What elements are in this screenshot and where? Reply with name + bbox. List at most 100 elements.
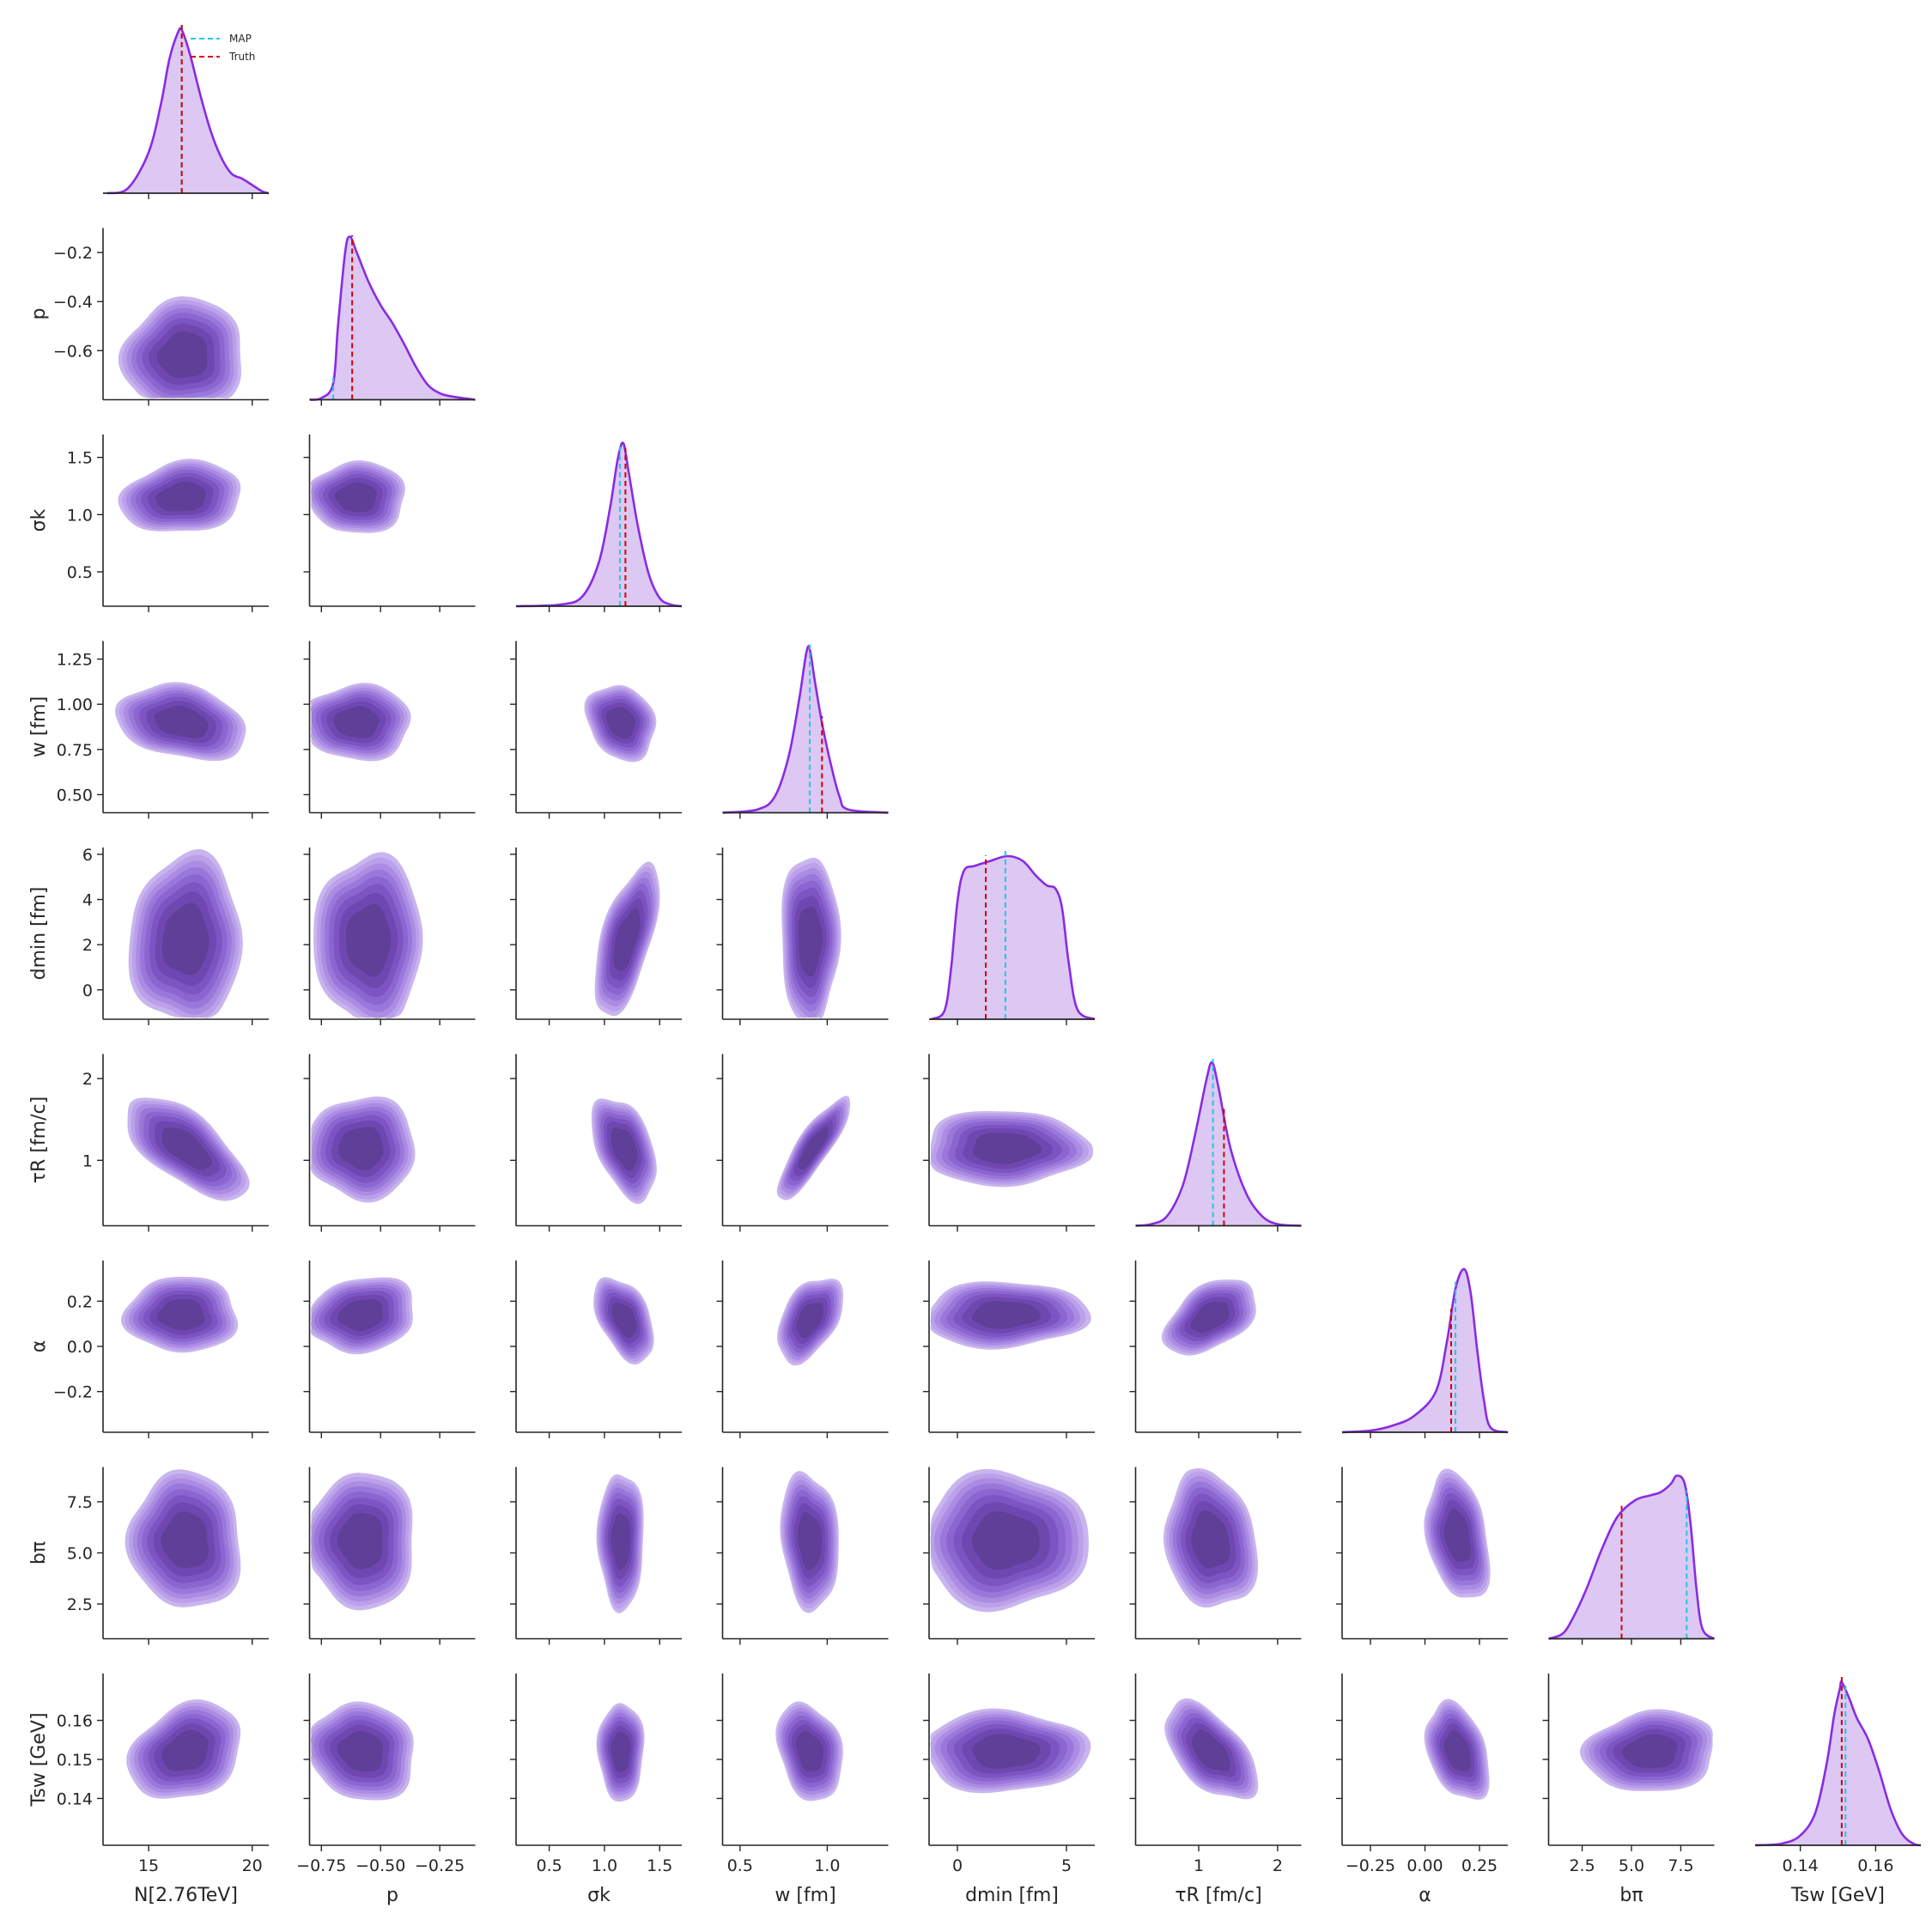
y-tick-label: 0.0 (67, 1338, 93, 1357)
y-tick-label: 1.00 (57, 696, 93, 714)
contour-level (161, 1729, 209, 1771)
kde-panel-param-3-vs-param-8 (775, 1701, 843, 1801)
contour-level (1191, 1510, 1230, 1569)
y-tick-label: 4 (82, 891, 93, 910)
axes-5-2 (510, 1054, 682, 1232)
kde-panel-param-7-vs-param-8 (1580, 1709, 1713, 1791)
axes-4-1 (303, 848, 476, 1025)
axes-8-7: 2.5 5.0 7.5 (1542, 1674, 1715, 1875)
y-tick-label: 7.5 (67, 1493, 93, 1512)
axes-7-7 (1548, 1637, 1715, 1645)
contour-level (796, 1303, 824, 1339)
axis-label-param-7: bπ (28, 1541, 50, 1564)
y-tick-label: −0.2 (53, 244, 93, 263)
y-tick-label: 2 (82, 936, 93, 955)
diagonal-panel-param-2 (515, 441, 683, 608)
axes-6-1 (303, 1261, 476, 1438)
axes-7-2 (510, 1467, 682, 1645)
density-fill (1342, 1268, 1508, 1432)
contour-level (611, 1127, 638, 1171)
x-tick-label: −0.50 (355, 1856, 405, 1875)
axes-6-4 (923, 1261, 1095, 1438)
axes-6-2 (510, 1261, 682, 1438)
axis-label-param-1: p (28, 308, 50, 320)
axis-label-text: τR [fm/c] (1175, 1885, 1261, 1906)
contour-level (161, 1127, 212, 1170)
x-tick-label: −0.25 (1346, 1856, 1395, 1875)
kde-panel-param-0-vs-param-4 (128, 849, 243, 1018)
axis-label-text: p (386, 1885, 398, 1906)
x-tick-label: 1.5 (647, 1856, 672, 1875)
contour-level (1443, 1729, 1471, 1771)
contour-level (613, 908, 641, 972)
x-tick-label: 5.0 (1619, 1856, 1644, 1875)
contour-level (972, 1133, 1042, 1164)
contour-level (798, 906, 823, 977)
axis-label-param-5: τR [fm/c] (28, 1097, 50, 1183)
x-tick-label: 0.00 (1406, 1856, 1443, 1875)
axes-5-3 (716, 1054, 889, 1232)
x-tick-label: 1 (1194, 1856, 1204, 1875)
axis-label-text: Tsw [GeV] (1790, 1885, 1885, 1906)
axes-4-4 (929, 1018, 1095, 1025)
axes-5-0: 12 (82, 1054, 269, 1232)
kde-panel-param-0-vs-param-6 (121, 1276, 239, 1353)
axes-2-1 (303, 434, 476, 612)
axes-6-3 (716, 1261, 889, 1438)
contour-level (795, 1730, 823, 1772)
kde-panel-param-1-vs-param-2 (311, 460, 405, 533)
density-fill (516, 442, 682, 606)
contour-level (971, 1510, 1040, 1571)
axis-label-text: bπ (1619, 1885, 1643, 1906)
map-legend-label: MAP (229, 33, 252, 45)
axis-label-param-5: τR [fm/c] (1175, 1885, 1261, 1906)
axis-label-param-7: bπ (1619, 1885, 1643, 1906)
axes-8-2: 0.5 1.0 1.5 (510, 1674, 682, 1875)
axes-6-5 (1129, 1261, 1302, 1438)
y-tick-label: 1.0 (67, 506, 93, 525)
contour-level (337, 1127, 384, 1171)
density-curve (1341, 1267, 1509, 1434)
x-tick-label: 20 (242, 1856, 263, 1875)
contour-level (155, 481, 206, 512)
x-tick-label: 7.5 (1668, 1856, 1693, 1875)
axes-2-2 (516, 605, 682, 612)
kde-panel-param-5-vs-param-6 (1161, 1279, 1256, 1356)
kde-panel-param-2-vs-param-5 (591, 1098, 657, 1205)
diagonal-panel-param-6 (1341, 1267, 1509, 1434)
kde-panel-param-2-vs-param-7 (596, 1474, 644, 1613)
density-fill (1135, 1062, 1302, 1226)
contour-level (337, 1299, 383, 1332)
contour-level (156, 1298, 205, 1331)
kde-panel-param-1-vs-param-7 (311, 1473, 413, 1611)
axes-8-8: 0.14 0.16 (1755, 1844, 1921, 1875)
kde-panel-param-3-vs-param-4 (781, 857, 841, 1018)
axis-label-text: dmin [fm] (28, 887, 50, 981)
axes-3-0: 0.50 0.75 1.00 1.25 (57, 641, 269, 819)
axis-label-param-4: dmin [fm] (28, 887, 50, 981)
axes-3-1 (303, 641, 476, 819)
axis-label-param-2: σk (28, 508, 50, 532)
axes-7-1 (303, 1467, 476, 1645)
axes-8-1: −0.75 −0.50 −0.25 (296, 1674, 476, 1875)
axis-label-text: p (28, 308, 50, 320)
y-tick-label: 1.5 (67, 449, 93, 468)
density-curve (106, 27, 270, 195)
axes-6-0: −0.2 0.0 0.2 (53, 1261, 269, 1438)
kde-panel-param-2-vs-param-8 (596, 1703, 645, 1802)
axes-4-3 (716, 848, 889, 1025)
kde-panel-param-6-vs-param-7 (1424, 1468, 1491, 1598)
axes-8-6: −0.25 0.00 0.25 (1336, 1674, 1508, 1875)
contour-level (335, 482, 377, 513)
axis-label-param-8: Tsw [GeV] (28, 1712, 50, 1807)
y-tick-label: 0.2 (67, 1292, 93, 1311)
axis-label-param-4: dmin [fm] (965, 1885, 1059, 1906)
y-tick-label: −0.6 (53, 342, 93, 361)
contour-level (798, 1127, 829, 1170)
kde-panel-param-3-vs-param-5 (776, 1096, 851, 1200)
axis-label-text: σk (587, 1885, 611, 1906)
kde-panel-param-0-vs-param-8 (126, 1699, 241, 1799)
x-tick-label: 0.14 (1782, 1856, 1818, 1875)
y-tick-label: 2.5 (67, 1595, 93, 1614)
